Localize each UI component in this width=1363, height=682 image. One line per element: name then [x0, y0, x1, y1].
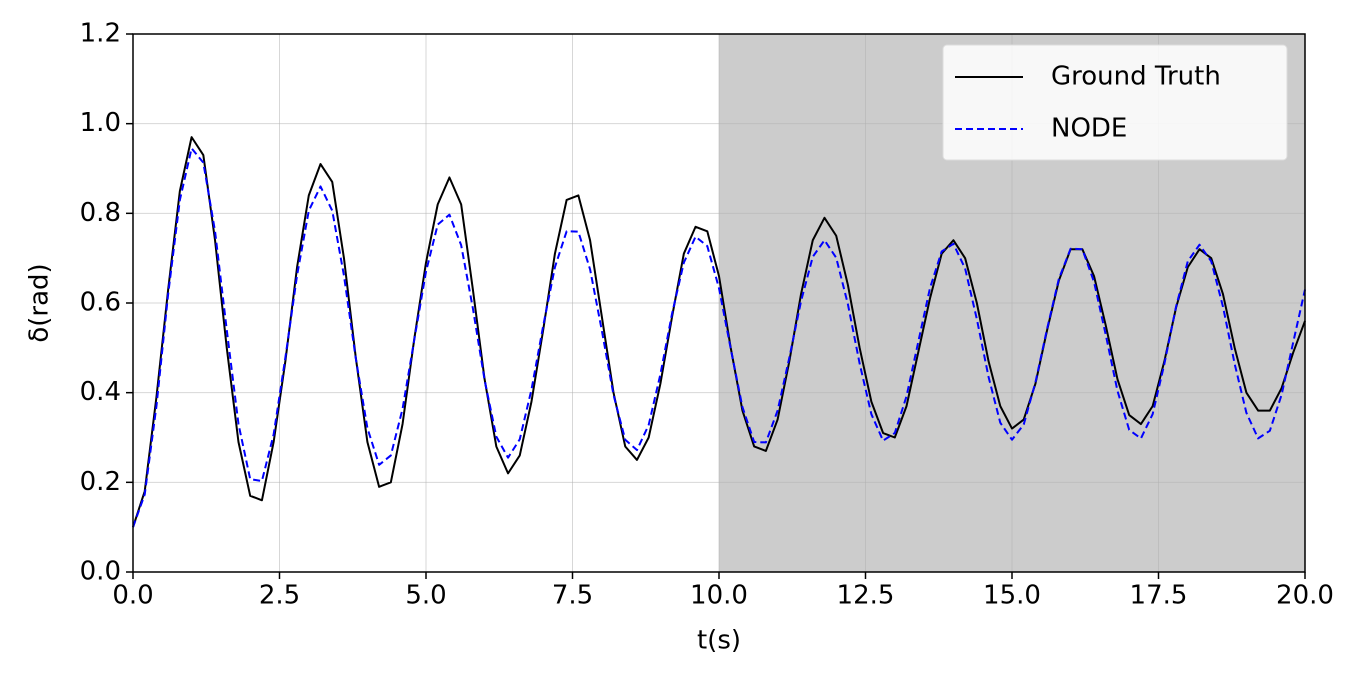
y-tick-label: 0.8	[80, 198, 121, 228]
x-tick-label: 10.0	[690, 581, 748, 611]
x-tick-label: 17.5	[1130, 581, 1188, 611]
y-tick-label: 0.6	[80, 288, 121, 318]
plot-frame	[132, 33, 1306, 573]
y-tick-label: 0.0	[80, 557, 121, 587]
y-tick-label: 0.2	[80, 467, 121, 497]
x-tick-label: 0.0	[112, 581, 153, 611]
y-axis-label: δ(rad)	[25, 263, 55, 342]
x-axis-label: t(s)	[697, 626, 741, 656]
x-tick-label: 20.0	[1276, 581, 1334, 611]
legend-label: NODE	[1051, 114, 1127, 144]
x-tick-label: 2.5	[259, 581, 300, 611]
x-tick-label: 12.5	[837, 581, 895, 611]
legend-box	[942, 44, 1288, 161]
series-line	[132, 147, 1306, 528]
x-tick-label: 7.5	[552, 581, 593, 611]
y-tick-label: 1.0	[80, 108, 121, 138]
y-tick-label: 0.4	[80, 377, 121, 407]
x-tick-label: 15.0	[983, 581, 1041, 611]
x-tick-label: 5.0	[405, 581, 446, 611]
legend-label: Ground Truth	[1051, 62, 1221, 92]
series-line	[132, 136, 1306, 528]
y-tick-label: 1.2	[80, 19, 121, 49]
